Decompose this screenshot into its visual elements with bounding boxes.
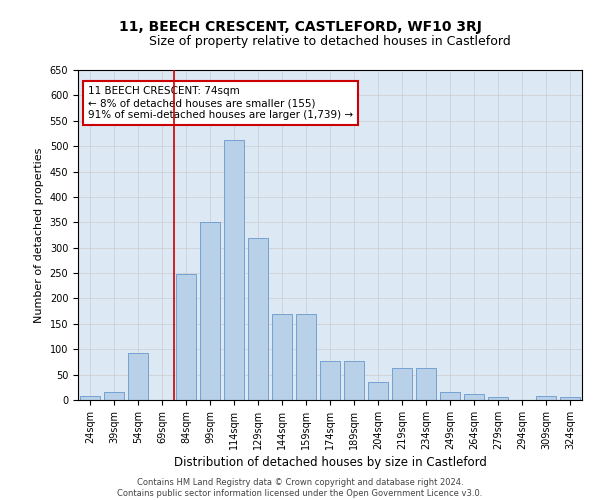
Bar (368, 382, 388, 400)
Bar (536, 396, 556, 400)
Bar (560, 398, 580, 400)
Bar (416, 368, 436, 400)
Bar (80, 396, 100, 400)
Text: 11, BEECH CRESCENT, CASTLEFORD, WF10 3RJ: 11, BEECH CRESCENT, CASTLEFORD, WF10 3RJ (119, 20, 481, 34)
Bar (320, 362, 340, 400)
Bar (224, 140, 244, 400)
Bar (200, 222, 220, 400)
Title: Size of property relative to detached houses in Castleford: Size of property relative to detached ho… (149, 35, 511, 48)
Bar (488, 398, 508, 400)
Text: Contains HM Land Registry data © Crown copyright and database right 2024.
Contai: Contains HM Land Registry data © Crown c… (118, 478, 482, 498)
Bar (248, 238, 268, 400)
Bar (176, 274, 196, 400)
Bar (296, 314, 316, 400)
Bar (128, 353, 148, 400)
Bar (464, 394, 484, 400)
X-axis label: Distribution of detached houses by size in Castleford: Distribution of detached houses by size … (173, 456, 487, 469)
Bar (392, 368, 412, 400)
Bar (344, 362, 364, 400)
Y-axis label: Number of detached properties: Number of detached properties (34, 148, 44, 322)
Bar (440, 392, 460, 400)
Text: 11 BEECH CRESCENT: 74sqm
← 8% of detached houses are smaller (155)
91% of semi-d: 11 BEECH CRESCENT: 74sqm ← 8% of detache… (88, 86, 353, 120)
Bar (104, 392, 124, 400)
Bar (272, 314, 292, 400)
